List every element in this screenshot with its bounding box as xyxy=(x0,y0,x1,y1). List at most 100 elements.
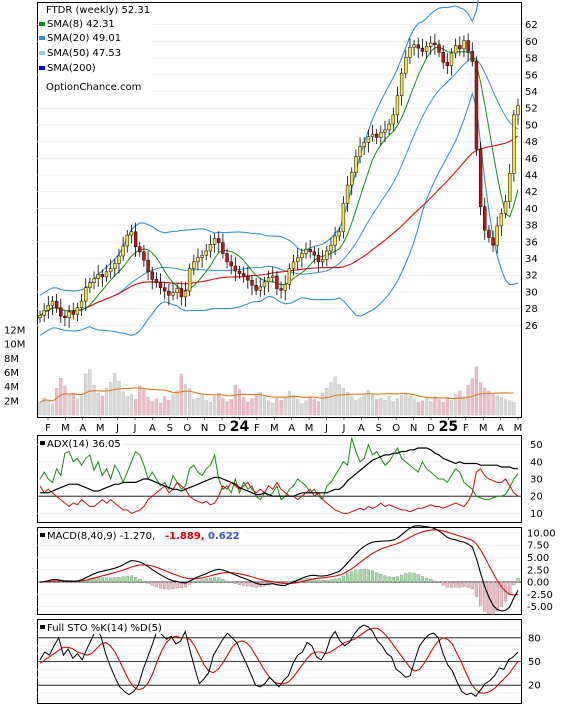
candle-body xyxy=(395,95,400,116)
volume-bar xyxy=(412,399,416,416)
macd-histogram-bar xyxy=(383,575,387,583)
sto-legend-bg xyxy=(38,620,166,634)
x-axis-tick: F xyxy=(463,423,469,434)
x-axis-tick: J xyxy=(324,423,328,434)
macd-histogram-bar xyxy=(412,572,416,583)
candle-body xyxy=(487,229,491,238)
macd-histogram-bar xyxy=(246,581,250,587)
candle-body xyxy=(441,52,445,63)
volume-bar xyxy=(71,392,75,416)
volume-bar xyxy=(512,402,516,416)
macd-histogram-bar xyxy=(445,581,449,588)
macd-histogram-bar xyxy=(437,581,441,584)
volume-bars xyxy=(38,366,516,416)
candle-body xyxy=(192,261,196,269)
macd-histogram-bar xyxy=(242,581,246,586)
volume-bar xyxy=(491,394,495,416)
volume-bar xyxy=(296,399,300,416)
candle-body xyxy=(404,57,408,74)
macd-histogram-bar xyxy=(188,581,192,585)
volume-bar xyxy=(146,397,150,416)
candle-body xyxy=(337,231,341,237)
candle-body xyxy=(345,184,350,204)
volume-bar xyxy=(325,387,329,416)
macd-histogram-bar xyxy=(96,577,100,583)
macd-histogram-bar xyxy=(516,578,520,583)
volume-bar xyxy=(129,394,134,416)
candle-body xyxy=(146,259,150,273)
macd-histogram-bar xyxy=(71,581,75,583)
price-y-tick: 60 xyxy=(525,37,538,48)
sto-y-tick: 50 xyxy=(528,657,541,668)
legend-sma20: SMA(20) 49.01 xyxy=(47,33,121,44)
x-axis-tick: N xyxy=(410,423,417,434)
price-y-tick: 26 xyxy=(525,321,538,332)
volume-bar xyxy=(200,394,204,416)
watermark: OptionChance.com xyxy=(46,82,141,93)
volume-bar xyxy=(362,394,366,416)
candle-body xyxy=(507,173,512,202)
volume-y-tick: 6M xyxy=(4,368,19,379)
candle-body xyxy=(304,249,308,254)
candle-body xyxy=(399,72,404,96)
macd-histogram-bar xyxy=(499,581,503,607)
macd-legend-swatch xyxy=(40,533,45,537)
candle-body xyxy=(71,311,75,315)
candle-body xyxy=(200,254,204,258)
volume-bar xyxy=(88,369,92,416)
volume-bar xyxy=(337,384,341,416)
candle-body xyxy=(379,132,383,138)
macd-histogram-bar xyxy=(104,577,109,583)
macd-histogram-bar xyxy=(358,568,362,583)
volume-bar xyxy=(404,392,408,416)
candle-body xyxy=(171,292,175,296)
volume-bar xyxy=(329,382,333,416)
candle-body xyxy=(362,142,366,147)
macd-histogram-bar xyxy=(183,581,188,588)
sto-y-tick: 80 xyxy=(528,633,541,644)
price-y-tick: 30 xyxy=(525,287,538,298)
plus-di-line xyxy=(39,437,519,501)
macd-histogram-bar xyxy=(345,573,350,583)
volume-bar xyxy=(221,397,225,416)
macd-histogram-bar xyxy=(316,579,321,583)
volume-bar xyxy=(400,395,404,416)
macd-histogram-bar xyxy=(67,581,71,583)
candle-body xyxy=(229,261,233,267)
volume-bar xyxy=(67,395,71,416)
volume-bar xyxy=(142,389,146,416)
volume-bar xyxy=(237,389,242,416)
macd-histogram-bar xyxy=(449,581,454,588)
candle-body xyxy=(167,290,171,296)
candle-body xyxy=(483,206,487,231)
candle-body xyxy=(320,259,325,263)
adx-y-tick: 30 xyxy=(530,475,543,486)
candle-body xyxy=(437,44,441,53)
candle-body xyxy=(175,288,179,293)
candle-body xyxy=(474,61,479,150)
x-axis-tick: 25 xyxy=(439,419,458,435)
candle-body xyxy=(354,156,358,173)
macd-histogram-bar xyxy=(433,580,437,583)
volume-bar xyxy=(163,396,167,416)
volume-bar xyxy=(75,399,80,416)
candle-body xyxy=(466,40,470,52)
candle-body xyxy=(516,105,520,116)
volume-bar xyxy=(42,397,46,416)
macd-histogram-bar xyxy=(134,577,138,583)
candle-body xyxy=(491,237,495,246)
volume-bar xyxy=(503,399,508,416)
price-series xyxy=(38,0,520,336)
macd-histogram-bar xyxy=(287,581,291,583)
volume-bar xyxy=(275,397,279,416)
macd-histogram-bar xyxy=(508,581,512,595)
price-y-tick: 54 xyxy=(525,87,538,98)
macd-histogram-bar xyxy=(441,581,445,586)
sma50-line xyxy=(39,135,519,316)
candle-body xyxy=(246,275,250,281)
macd-histogram-bar xyxy=(229,581,233,583)
macd-histogram-bar xyxy=(395,576,400,583)
macd-legend: MACD(8,40,9) -1.270, -1.889, 0.622 xyxy=(38,528,243,542)
volume-bar xyxy=(308,397,312,416)
